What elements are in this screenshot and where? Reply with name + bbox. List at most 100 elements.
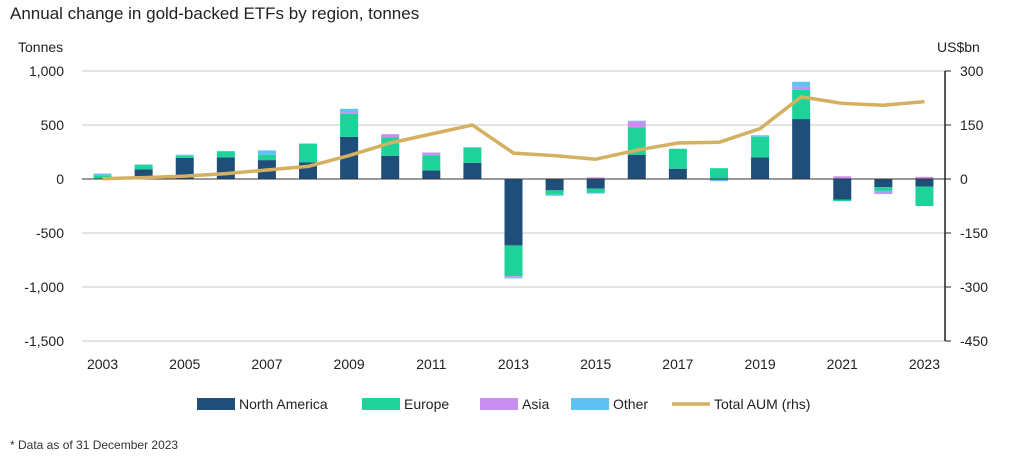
bar-europe-2008 xyxy=(299,143,318,163)
bar-asia-2011 xyxy=(422,152,441,156)
bar-europe-2018 xyxy=(709,168,728,179)
y-left-tick-label: 1,000 xyxy=(29,63,64,79)
bar-other-2016 xyxy=(627,120,646,122)
y-right-tick-label: -450 xyxy=(960,333,988,349)
x-tick-label: 2017 xyxy=(662,356,693,372)
legend-swatch xyxy=(480,398,518,410)
legend: North America Europe Asia Other Total AUM (r… xyxy=(197,396,810,412)
y-right-tick-label: 150 xyxy=(960,117,984,133)
bar-north-america-2010 xyxy=(381,155,400,179)
bar-other-2008 xyxy=(299,143,318,144)
bar-other-2018 xyxy=(709,179,728,182)
legend-label: Asia xyxy=(522,396,549,412)
bar-asia-2021 xyxy=(833,176,852,179)
x-tick-label: 2015 xyxy=(580,356,611,372)
bar-other-2004 xyxy=(134,164,153,165)
bar-europe-2005 xyxy=(175,155,194,158)
bar-europe-2007 xyxy=(257,154,276,161)
y-left-axis-title: Tonnes xyxy=(18,39,63,55)
x-tick-label: 2019 xyxy=(744,356,775,372)
bar-other-2012 xyxy=(463,147,482,148)
bar-europe-2021 xyxy=(833,199,852,202)
y-left-tick-label: -1,000 xyxy=(24,279,64,295)
x-tick-label: 2023 xyxy=(909,356,940,372)
legend-swatch xyxy=(362,398,400,410)
legend-label: Other xyxy=(613,396,648,412)
bar-other-2015 xyxy=(586,192,605,194)
bar-north-america-2012 xyxy=(463,162,482,179)
bar-europe-2023 xyxy=(915,186,934,206)
x-tick-label: 2009 xyxy=(334,356,365,372)
bar-asia-2015 xyxy=(586,177,605,179)
bar-north-america-2009 xyxy=(340,136,359,179)
y-left-tick-label: 500 xyxy=(41,117,65,133)
bar-europe-2009 xyxy=(340,113,359,137)
bar-other-2007 xyxy=(257,150,276,155)
bar-north-america-2017 xyxy=(668,168,687,179)
tick-labels: 1,000 500 0 -500 -1,000 -1,500 300 150 0 -150 -300… xyxy=(18,39,988,372)
bar-asia-2010 xyxy=(381,134,400,138)
y-left-tick-label: -1,500 xyxy=(24,333,64,349)
y-right-axis-title: US$bn xyxy=(937,39,980,55)
bar-europe-2013 xyxy=(504,245,523,277)
bar-north-america-2004 xyxy=(134,169,153,179)
axes xyxy=(82,70,951,342)
bar-north-america-2016 xyxy=(627,154,646,179)
chart-title: Annual change in gold-backed ETFs by reg… xyxy=(10,4,420,23)
bar-series xyxy=(93,81,934,279)
bar-other-2005 xyxy=(175,154,194,156)
aum-line xyxy=(102,95,925,181)
y-left-tick-label: -500 xyxy=(36,225,64,241)
bar-other-2022 xyxy=(874,193,893,195)
bar-asia-2020 xyxy=(792,86,811,90)
bar-north-america-2011 xyxy=(422,170,441,179)
x-tick-label: 2011 xyxy=(416,356,446,372)
bar-asia-2016 xyxy=(627,121,646,128)
bar-north-america-2022 xyxy=(874,179,893,188)
bar-north-america-2013 xyxy=(504,179,523,246)
legend-label: North America xyxy=(239,396,328,412)
bar-other-2020 xyxy=(792,81,811,87)
bar-north-america-2014 xyxy=(545,179,564,191)
bar-europe-2022 xyxy=(874,187,893,191)
y-right-tick-label: 300 xyxy=(960,63,984,79)
legend-swatch xyxy=(571,398,609,410)
bar-europe-2006 xyxy=(216,152,235,158)
bar-europe-2015 xyxy=(586,188,605,193)
x-tick-label: 2021 xyxy=(827,356,858,372)
y-right-tick-label: -150 xyxy=(960,225,988,241)
x-tick-label: 2007 xyxy=(251,356,282,372)
bar-europe-2019 xyxy=(751,136,770,158)
bar-north-america-2023 xyxy=(915,179,934,187)
bar-other-2014 xyxy=(545,194,564,196)
x-tick-label: 2013 xyxy=(498,356,529,372)
bar-europe-2012 xyxy=(463,147,482,163)
bar-asia-2023 xyxy=(915,176,934,179)
bar-other-2003 xyxy=(93,173,112,176)
bar-europe-2014 xyxy=(545,190,564,195)
bar-north-america-2015 xyxy=(586,179,605,189)
y-right-tick-label: 0 xyxy=(960,171,968,187)
bar-north-america-2020 xyxy=(792,119,811,179)
bar-asia-2022 xyxy=(874,190,893,194)
x-tick-label: 2005 xyxy=(169,356,200,372)
bar-europe-2004 xyxy=(134,164,153,170)
bar-other-2009 xyxy=(340,108,359,113)
legend-swatch xyxy=(197,398,235,410)
chart: 1,000 500 0 -500 -1,000 -1,500 300 150 0 -150 -300… xyxy=(18,39,988,412)
bar-other-2006 xyxy=(216,150,235,152)
bar-asia-2013 xyxy=(504,276,523,278)
bar-other-2013 xyxy=(504,277,523,279)
x-tick-label: 2003 xyxy=(87,356,118,372)
bar-other-2019 xyxy=(751,135,770,137)
bar-north-america-2021 xyxy=(833,179,852,200)
footnote: * Data as of 31 December 2023 xyxy=(10,438,179,452)
bar-europe-2003 xyxy=(93,175,112,179)
y-left-tick-label: 0 xyxy=(56,171,64,187)
bar-europe-2017 xyxy=(668,148,687,169)
bar-north-america-2019 xyxy=(751,157,770,179)
bar-europe-2020 xyxy=(792,89,811,120)
bar-north-america-2005 xyxy=(175,157,194,179)
bar-north-america-2006 xyxy=(216,157,235,179)
bar-europe-2011 xyxy=(422,155,441,171)
